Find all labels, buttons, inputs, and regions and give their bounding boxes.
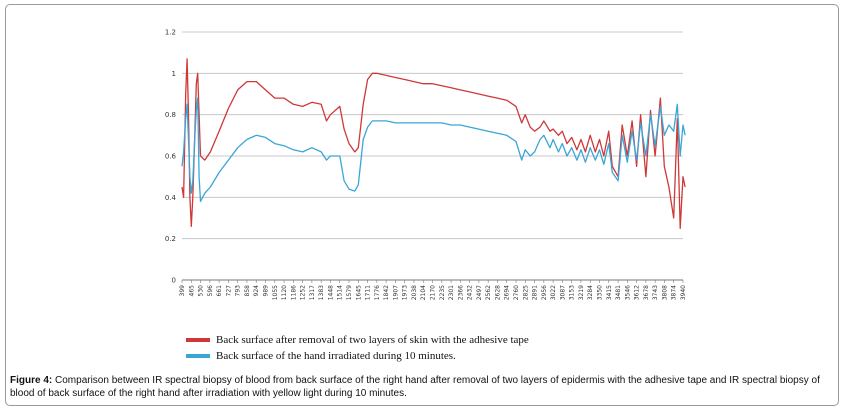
x-tick-label: 3612 [634,285,641,300]
x-tick-label: 3284 [587,285,594,300]
x-tick-label: 3153 [569,285,576,300]
x-tick-label: 2432 [467,285,474,300]
x-tick-label: 1317 [309,285,316,300]
caption-text: Comparison between IR spectral biopsy of… [10,375,820,399]
caption-label: Figure 4: [10,375,53,386]
x-tick-label: 989 [263,285,270,297]
series-line-blue [181,97,686,203]
x-tick-label: 1842 [383,285,390,300]
x-tick-label: 1448 [327,285,334,300]
x-tick-label: 3087 [559,285,566,300]
x-tick-label: 3546 [624,285,631,300]
x-tick-label: 3940 [680,285,687,300]
x-tick-label: 858 [244,285,251,297]
legend: Back surface after removal of two layers… [186,332,529,364]
x-tick-label: 2825 [522,285,529,300]
legend-swatch-red [186,338,210,342]
figure-frame [5,4,839,406]
x-tick-label: 465 [188,285,195,297]
y-tick-label: 0.2 [165,235,176,243]
x-tick-label: 1055 [272,285,279,300]
x-tick-label: 1579 [346,285,353,300]
x-tick-label: 2628 [494,285,501,300]
x-tick-label: 2104 [420,285,427,300]
x-tick-label: 1645 [355,285,362,300]
x-tick-label: 3219 [578,285,585,300]
x-tick-label: 2497 [476,285,483,300]
legend-item-blue: Back surface of the hand irradiated duri… [186,348,529,364]
x-tick-label: 1907 [392,285,399,300]
x-tick-label: 1120 [281,285,288,300]
legend-swatch-blue [186,354,210,358]
x-tick-label: 661 [216,285,223,297]
x-tick-label: 1711 [365,285,372,300]
y-tick-label: 1.2 [165,29,176,37]
y-tick-label: 0 [172,277,176,285]
x-tick-label: 2760 [513,285,520,300]
x-tick-label: 2038 [411,285,418,300]
x-tick-label: 596 [207,285,214,297]
x-tick-label: 2694 [504,285,511,300]
x-tick-label: 2562 [485,285,492,300]
x-tick-label: 924 [253,285,260,297]
x-tick-label: 2301 [448,285,455,300]
x-tick-label: 727 [225,285,232,297]
y-tick-label: 0.8 [165,111,176,119]
x-tick-label: 3481 [615,285,622,300]
x-tick-label: 3415 [606,285,613,300]
x-tick-label: 3350 [597,285,604,300]
x-tick-label: 793 [235,285,242,297]
x-tick-label: 2366 [457,285,464,300]
figure-caption: Figure 4: Comparison between IR spectral… [10,374,832,400]
x-tick-label: 1776 [374,285,381,300]
x-tick-label: 3874 [671,285,678,300]
x-tick-label: 1186 [290,285,297,300]
x-tick-label: 1252 [300,285,307,300]
x-tick-label: 1514 [337,285,344,300]
legend-label-red: Back surface after removal of two layers… [216,334,529,346]
x-tick-label: 399 [179,285,186,297]
legend-item-red: Back surface after removal of two layers… [186,332,529,348]
x-tick-label: 530 [198,285,205,297]
x-tick-label: 2956 [541,285,548,300]
y-tick-label: 1 [172,70,176,78]
grid-lines [182,31,683,240]
x-tick-label: 3743 [652,285,659,300]
x-tick-label: 2170 [430,285,437,300]
legend-label-blue: Back surface of the hand irradiated duri… [216,350,456,362]
y-tick-label: 0.6 [165,153,177,161]
x-axis-tick-labels: 399 465 530 596 661 727 793 858 924 989 1055 1120 11… [179,280,687,300]
x-tick-label: 3808 [661,285,668,300]
y-tick-label: 0.4 [165,194,177,202]
x-tick-label: 2235 [439,285,446,300]
x-tick-label: 3678 [643,285,650,300]
x-tick-label: 1383 [318,285,325,300]
x-tick-label: 2891 [532,285,539,300]
series-lines [181,58,686,229]
x-tick-label: 1973 [402,285,409,300]
series-line-red [181,58,686,229]
y-axis-tick-labels: 0 0.2 0.4 0.6 0.8 1 1.2 [165,29,177,285]
x-tick-label: 3022 [550,285,557,300]
